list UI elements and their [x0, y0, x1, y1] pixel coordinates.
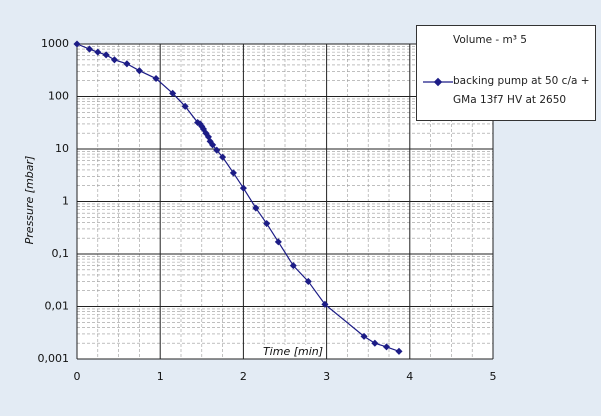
point	[239, 184, 247, 192]
point	[289, 262, 297, 270]
x-tick-label: 0	[74, 370, 81, 383]
point	[304, 277, 312, 285]
point	[152, 74, 160, 83]
y-tick-label: 0,01	[45, 300, 70, 313]
point	[123, 60, 131, 68]
point	[209, 141, 217, 149]
x-tick-label: 2	[240, 370, 247, 383]
point	[360, 332, 368, 340]
point	[395, 347, 403, 355]
x-axis-label: Time [min]	[263, 345, 323, 358]
point	[371, 339, 379, 347]
point	[169, 89, 177, 97]
point	[219, 153, 227, 161]
y-tick-label: 100	[48, 90, 69, 103]
legend-label: backing pump at 50 c/a + GMa 13f7 HV at …	[453, 75, 590, 106]
y-tick-label: 10	[55, 142, 69, 155]
x-tick-label: 4	[406, 370, 413, 383]
y-tick-label: 0,1	[52, 247, 70, 260]
legend: Volume - m³ 5 backing pump at 50 c/a + G…	[416, 25, 596, 121]
point	[135, 67, 143, 75]
y-tick-label: 0,001	[38, 352, 70, 365]
point	[274, 238, 282, 246]
x-tick-label: 3	[323, 370, 330, 383]
y-tick-label: 1000	[41, 37, 69, 50]
point	[321, 300, 329, 308]
legend-title: Volume - m³ 5	[453, 34, 527, 46]
x-tick-label: 1	[157, 370, 164, 383]
point	[263, 220, 271, 228]
point	[229, 169, 237, 177]
point	[94, 48, 102, 56]
point	[252, 204, 260, 212]
point	[181, 102, 189, 110]
legend-swatch	[423, 77, 453, 87]
y-tick-label: 1	[62, 195, 69, 208]
x-tick-label: 5	[490, 370, 497, 383]
point	[382, 343, 391, 351]
y-axis-label: Pressure [mbar]	[23, 156, 36, 245]
x-label-bg	[262, 345, 324, 359]
point	[213, 146, 221, 154]
